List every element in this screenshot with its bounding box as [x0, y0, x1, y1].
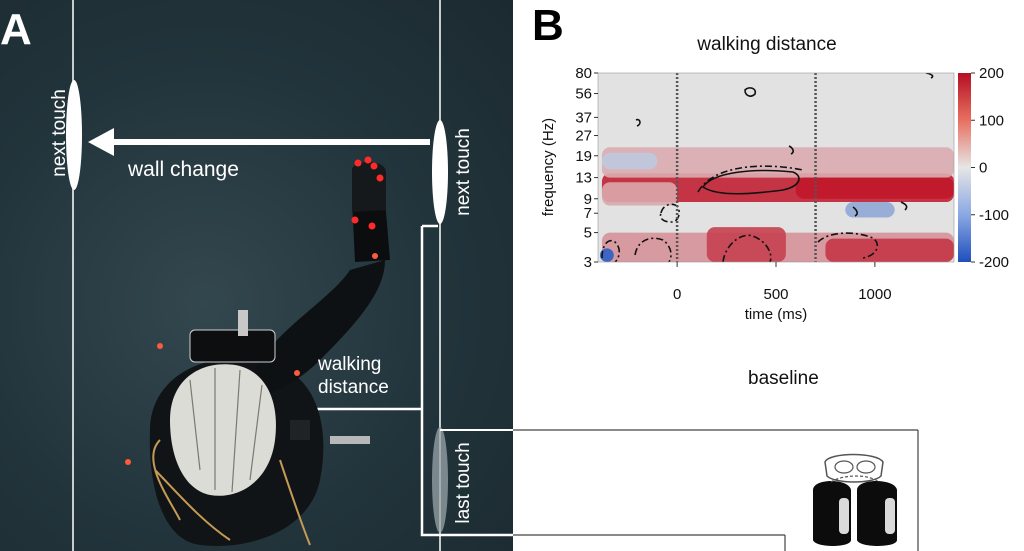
y-tick-label: 27 — [575, 128, 592, 145]
baseline-title: baseline — [748, 368, 819, 389]
baseline-schematic — [513, 429, 919, 551]
y-tick-label: 13 — [575, 170, 592, 187]
heatmap-plot-area — [598, 73, 954, 262]
heatmap-region-7 — [599, 248, 614, 262]
vr-headset-icon — [813, 453, 897, 546]
y-tick-label: 7 — [584, 205, 592, 222]
tf-heatmap-chart: walking distance — [513, 34, 1009, 551]
x-tick-label: 0 — [673, 286, 681, 303]
next-touch-left-label: next touch — [49, 89, 70, 177]
panel-a-photo: next touch next touch wall change walkin… — [0, 0, 513, 551]
heatmap-region-1 — [601, 182, 678, 206]
y-tick-label: 37 — [575, 109, 592, 126]
heatmap-region-2 — [601, 147, 954, 178]
left-touch-ellipse — [66, 80, 82, 190]
chart-title: walking distance — [696, 34, 836, 55]
heatmap-region-5 — [825, 238, 954, 262]
y-axis-label: frequency (Hz) — [540, 118, 557, 216]
last-touch-label: last touch — [453, 442, 474, 523]
last-touch-ellipse — [432, 427, 448, 533]
participant-figure — [149, 162, 390, 546]
colorbar-tick-label: 0 — [979, 160, 987, 177]
y-axis-ticks: 3 5 79 13 19 27 37 56 80 — [575, 65, 598, 271]
colorbar-tick-label: 200 — [979, 65, 1004, 82]
motion-markers — [125, 156, 384, 465]
x-axis-label: time (ms) — [745, 306, 808, 323]
walking-distance-label-line1: walking — [317, 354, 381, 375]
colorbar-ticks: 200 100 0 -100 -200 — [971, 65, 1009, 271]
colorbar-tick-label: 100 — [979, 112, 1004, 129]
heatmap-region-4 — [706, 227, 786, 262]
y-tick-label: 3 — [584, 254, 592, 271]
x-tick-label: 1000 — [858, 286, 891, 303]
panel-b: walking distance — [513, 0, 1024, 551]
y-tick-label: 56 — [575, 86, 592, 103]
y-tick-label: 9 — [584, 191, 592, 208]
heatmap-region-8 — [601, 152, 658, 170]
right-touch-ellipse — [432, 120, 448, 224]
x-tick-label: 500 — [763, 286, 788, 303]
x-axis-ticks: 0 500 1000 — [673, 262, 892, 303]
colorbar-tick-label: -200 — [979, 254, 1009, 271]
wall-change-arrowhead — [88, 128, 114, 156]
panel-b-letter: B — [532, 1, 564, 50]
colorbar — [958, 73, 971, 262]
walking-distance-bracket — [420, 226, 513, 537]
colorbar-tick-label: -100 — [979, 207, 1009, 224]
y-tick-label: 5 — [584, 225, 592, 242]
y-tick-label: 19 — [575, 148, 592, 165]
heatmap-region-9 — [795, 177, 954, 199]
panel-a-letter: A — [0, 5, 32, 54]
wall-change-label: wall change — [127, 158, 239, 181]
panel-a-illustration: next touch next touch wall change walkin… — [49, 80, 513, 546]
y-tick-label: 80 — [575, 65, 592, 82]
heatmap-region-6 — [845, 202, 895, 218]
next-touch-right-label: next touch — [453, 128, 474, 216]
walking-distance-label-line2: distance — [318, 377, 389, 398]
